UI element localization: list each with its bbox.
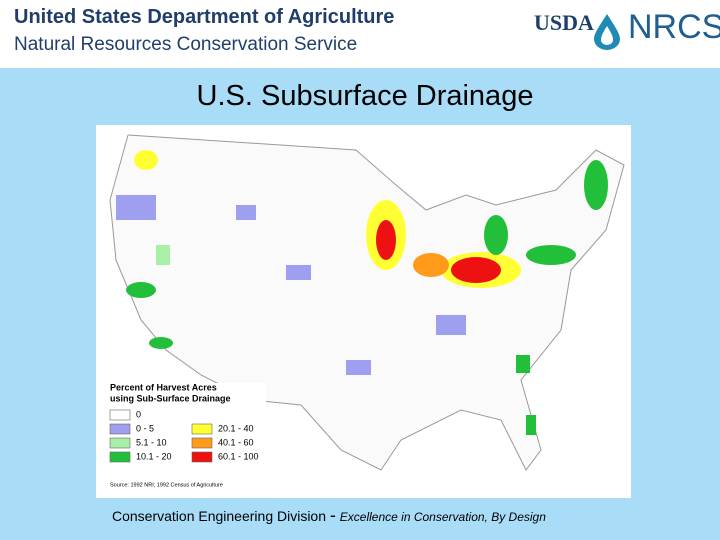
legend-box <box>108 383 266 491</box>
agency-name: United States Department of Agriculture <box>14 6 395 28</box>
slide-title: U.S. Subsurface Drainage <box>196 80 534 112</box>
map: Percent of Harvest Acres using Sub-Surfa… <box>96 125 631 498</box>
legend: 0 0 - 5 5.1 - 10 10.1 - 20 20.1 - 40 40.1 - 6… <box>109 409 259 463</box>
legend-swatch <box>109 409 131 421</box>
legend-label: 0 <box>136 409 141 419</box>
legend-swatch <box>109 437 131 449</box>
legend-label: 5.1 - 10 <box>136 437 167 447</box>
header: United States Department of Agriculture … <box>0 0 720 68</box>
legend-swatch <box>109 451 131 463</box>
division: Conservation Engineering Division <box>112 508 327 524</box>
tagline: Excellence in Conservation, By Design <box>339 510 546 524</box>
legend-label: 10.1 - 20 <box>136 451 172 461</box>
legend-title: using Sub-Surface Drainage <box>110 393 231 403</box>
map-source: Source: 1992 NRI; 1992 Census of Agricul… <box>110 482 223 488</box>
legend-title: Percent of Harvest Acres <box>110 382 217 392</box>
shading <box>116 150 608 435</box>
legend-swatch <box>109 423 131 435</box>
footer: Conservation Engineering Division - Exce… <box>112 505 546 526</box>
legend-label: 60.1 - 100 <box>218 451 259 461</box>
service-name: Natural Resources Conservation Service <box>14 34 358 55</box>
separator: - <box>329 505 336 525</box>
legend-swatch <box>191 423 213 435</box>
legend-label: 20.1 - 40 <box>218 423 254 433</box>
legend-label: 0 - 5 <box>136 423 154 433</box>
usda-logo: USDA <box>534 10 594 35</box>
nrcs-logo: NRCS <box>628 8 720 46</box>
drop-icon <box>594 14 620 50</box>
legend-label: 40.1 - 60 <box>218 437 254 447</box>
legend-swatch <box>191 451 213 463</box>
legend-swatch <box>191 437 213 449</box>
